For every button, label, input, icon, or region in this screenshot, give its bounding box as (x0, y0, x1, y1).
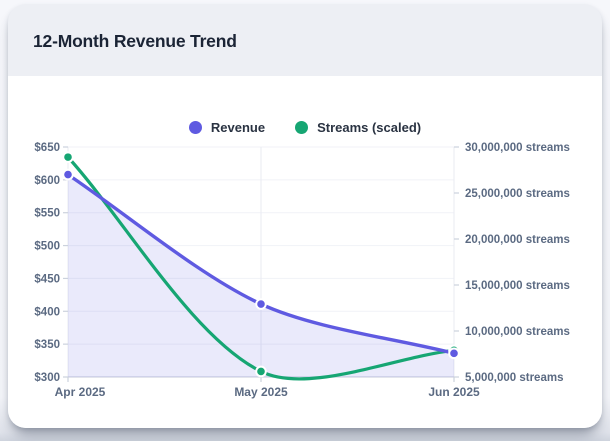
chart-panel: $650 $600 $550 $500 $450 $400 $350 $300 30,000,0… (8, 76, 602, 428)
svg-text:$450: $450 (34, 273, 60, 285)
svg-text:Jun 2025: Jun 2025 (428, 385, 480, 399)
x-axis-ticks (67, 377, 455, 382)
svg-text:$500: $500 (34, 241, 60, 253)
svg-text:15,000,000 streams: 15,000,000 streams (465, 280, 570, 292)
svg-text:25,000,000 streams: 25,000,000 streams (465, 188, 570, 200)
page-title: 12-Month Revenue Trend (33, 31, 237, 51)
svg-text:$600: $600 (34, 175, 60, 187)
svg-text:30,000,000 streams: 30,000,000 streams (465, 142, 570, 154)
svg-text:$400: $400 (34, 306, 60, 318)
revenue-trend-card: 12-Month Revenue Trend $650 $600 $550 $500 $… (8, 4, 602, 428)
svg-text:$650: $650 (34, 142, 60, 154)
svg-text:May 2025: May 2025 (234, 385, 288, 399)
svg-text:$350: $350 (34, 339, 60, 351)
chart-canvas: $650 $600 $550 $500 $450 $400 $350 $300 30,000,0… (34, 142, 570, 399)
revenue-legend-label: Revenue (210, 120, 266, 135)
svg-text:10,000,000 streams: 10,000,000 streams (465, 326, 570, 338)
x-axis-labels: Apr 2025 May 2025 Jun 2025 (55, 385, 480, 399)
svg-text:20,000,000 streams: 20,000,000 streams (465, 234, 570, 246)
legend-item-streams[interactable]: Streams (scaled) (295, 120, 421, 135)
revenue-points (62, 168, 460, 360)
streams-line (66, 155, 456, 381)
streams-legend-label: Streams (scaled) (317, 120, 422, 135)
svg-text:5,000,000 streams: 5,000,000 streams (465, 372, 563, 384)
y-axis-left-labels: $650 $600 $550 $500 $450 $400 $350 $300 (34, 142, 68, 384)
revenue-legend-dot-icon (188, 121, 202, 134)
revenue-area (68, 174, 454, 377)
legend-item-revenue[interactable]: Revenue (188, 120, 266, 135)
grid-vertical (67, 147, 455, 377)
svg-text:$550: $550 (34, 208, 60, 220)
y-axis-right-labels: 30,000,000 streams 25,000,000 streams 20,0… (454, 142, 570, 384)
streams-legend-dot-icon (295, 121, 309, 134)
chart-legend: Revenue Streams (scaled) (8, 120, 602, 135)
card-header: 12-Month Revenue Trend (8, 4, 602, 76)
svg-text:Apr 2025: Apr 2025 (55, 385, 106, 399)
svg-text:$300: $300 (34, 372, 60, 384)
